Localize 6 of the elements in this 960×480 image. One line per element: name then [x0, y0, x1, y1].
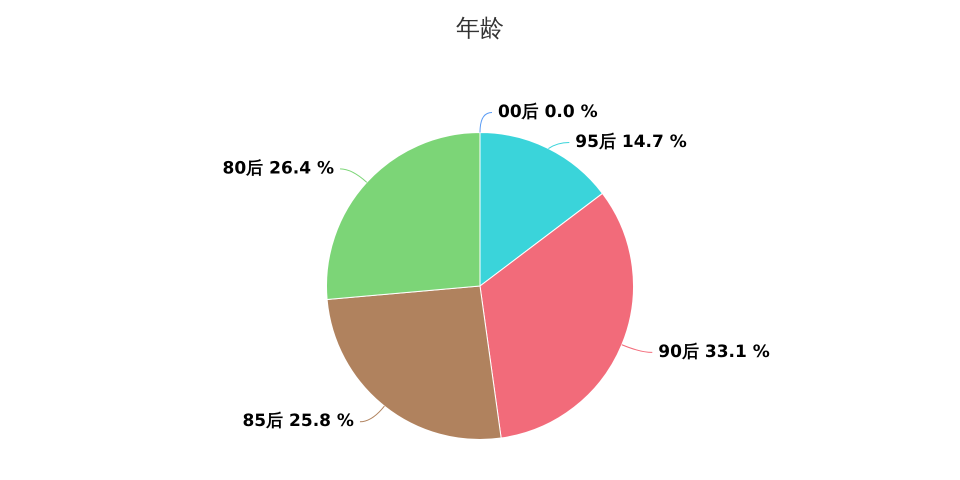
slice-label: 85后 25.8 %	[242, 411, 354, 432]
slice-label: 80后 26.4 %	[222, 158, 334, 178]
chart-title: 年龄	[456, 14, 504, 42]
slice-label: 95后 14.7 %	[575, 132, 687, 152]
slice-label: 90后 33.1 %	[658, 342, 770, 362]
legend-label: 00后 0.0 %	[498, 102, 598, 122]
